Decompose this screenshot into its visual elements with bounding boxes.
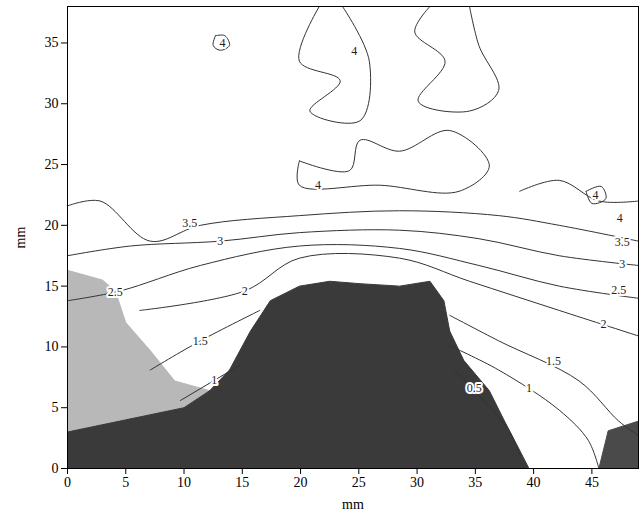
svg-text:35: 35	[468, 475, 482, 490]
svg-text:1.5: 1.5	[546, 354, 561, 368]
svg-text:25: 25	[352, 475, 366, 490]
svg-text:4: 4	[351, 44, 357, 58]
svg-text:2.5: 2.5	[108, 285, 123, 299]
svg-text:35: 35	[45, 35, 59, 50]
svg-text:4: 4	[617, 211, 623, 225]
svg-text:5: 5	[122, 475, 129, 490]
svg-text:2: 2	[242, 284, 248, 298]
svg-text:4: 4	[315, 178, 321, 192]
svg-text:4: 4	[219, 36, 225, 50]
svg-text:3.5: 3.5	[615, 235, 630, 249]
svg-text:1: 1	[526, 381, 532, 395]
svg-text:40: 40	[527, 475, 541, 490]
svg-text:45: 45	[585, 475, 599, 490]
svg-text:0: 0	[52, 461, 59, 476]
svg-text:30: 30	[45, 96, 59, 111]
svg-text:3.5: 3.5	[182, 216, 197, 230]
svg-text:1.5: 1.5	[193, 334, 208, 348]
svg-text:10: 10	[177, 475, 191, 490]
svg-text:4: 4	[592, 188, 598, 202]
svg-text:2: 2	[601, 317, 607, 331]
svg-text:0: 0	[64, 475, 71, 490]
svg-text:15: 15	[45, 279, 59, 294]
svg-text:20: 20	[45, 218, 59, 233]
svg-text:5: 5	[52, 400, 59, 415]
svg-text:10: 10	[45, 339, 59, 354]
svg-text:1: 1	[211, 373, 217, 387]
svg-text:30: 30	[410, 475, 424, 490]
svg-text:20: 20	[294, 475, 308, 490]
svg-text:3: 3	[217, 234, 223, 248]
svg-text:15: 15	[235, 475, 249, 490]
svg-text:25: 25	[45, 157, 59, 172]
svg-text:mm: mm	[13, 227, 28, 249]
svg-text:2.5: 2.5	[611, 283, 626, 297]
svg-text:0.5: 0.5	[467, 381, 482, 395]
svg-text:3: 3	[619, 257, 625, 271]
svg-text:mm: mm	[342, 497, 364, 512]
